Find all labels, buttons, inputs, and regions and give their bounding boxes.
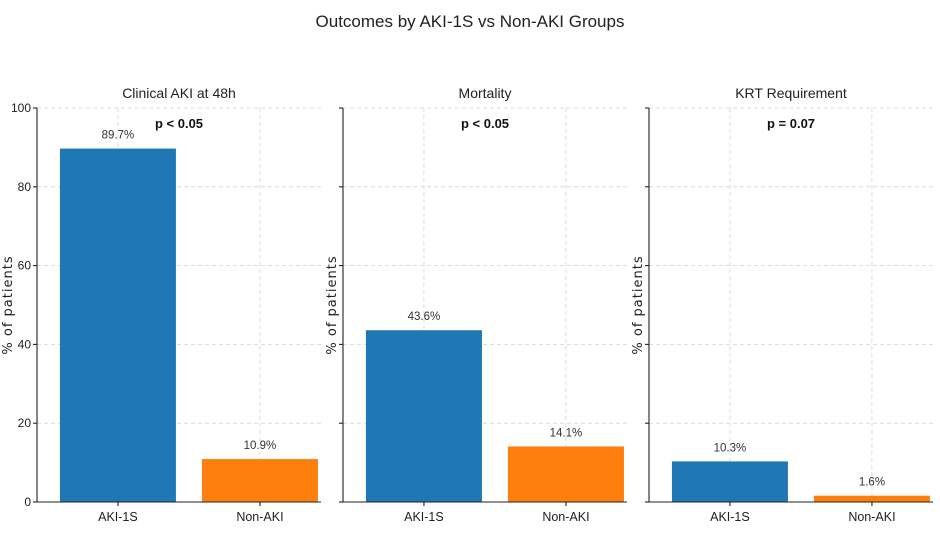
p-value-label: p = 0.07 (767, 116, 815, 131)
y-tick-label: 100 (11, 101, 31, 115)
y-axis-label: % of patients (325, 255, 340, 354)
panel-title: Clinical AKI at 48h (122, 85, 236, 101)
panel-3: 10.3% AKI-1S 1.6% Non-AKI KRT Requirement p =… (631, 85, 933, 524)
x-tick-label: Non-AKI (236, 510, 283, 524)
panels: 89.7% AKI-1S 10.9% Non-AKI 0 20 40 60 80 100 Clini… (1, 85, 933, 524)
y-tick-label: 60 (18, 259, 32, 273)
data-label: 10.9% (244, 440, 277, 452)
p-value-label: p < 0.05 (461, 116, 509, 131)
panel-2: 43.6% AKI-1S 14.1% Non-AKI Mortality p < 0.05… (325, 85, 627, 524)
y-tick-label: 80 (18, 180, 32, 194)
panel-1: 89.7% AKI-1S 10.9% Non-AKI 0 20 40 60 80 100 Clini… (1, 85, 321, 524)
y-tick-label: 0 (24, 495, 31, 509)
x-tick-label: AKI-1S (404, 510, 444, 524)
y-axis-label: % of patients (631, 255, 646, 354)
bar-aki-1s (365, 330, 482, 502)
bar-non-aki (813, 495, 930, 502)
x-tick-label: AKI-1S (98, 510, 138, 524)
bar-non-aki (201, 459, 318, 502)
bar-aki-1s (671, 461, 788, 502)
y-axis-label: % of patients (1, 255, 16, 354)
data-label: 43.6% (408, 311, 441, 323)
x-tick-label: Non-AKI (542, 510, 589, 524)
data-label: 1.6% (859, 477, 885, 489)
bar-non-aki (507, 446, 624, 502)
data-label: 14.1% (550, 427, 583, 439)
y-tick-label: 40 (18, 337, 32, 351)
data-label: 89.7% (102, 130, 135, 142)
bar-aki-1s (59, 148, 176, 502)
x-tick-label: Non-AKI (848, 510, 895, 524)
x-tick-label: AKI-1S (710, 510, 750, 524)
y-tick-label: 20 (18, 416, 32, 430)
p-value-label: p < 0.05 (155, 116, 203, 131)
chart-title: Outcomes by AKI-1S vs Non-AKI Groups (316, 12, 625, 31)
panel-title: Mortality (459, 85, 512, 101)
panel-title: KRT Requirement (735, 85, 847, 101)
data-label: 10.3% (714, 442, 747, 454)
